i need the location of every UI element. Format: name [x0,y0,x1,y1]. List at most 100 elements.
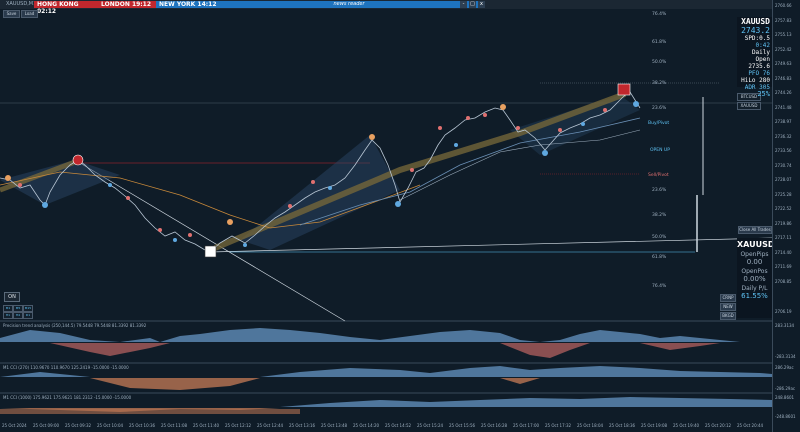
price-tick: 2755.13 [775,32,792,37]
swing-high-dot [227,219,233,225]
swing-high-dot [5,175,11,181]
time-tick: 25 Oct 13:16 [289,423,316,428]
price-tick: 2746.83 [775,76,792,81]
tf-box-m15[interactable]: M15 [23,305,33,312]
info-timer: 0:42 [755,42,770,49]
fib-label-open-up: OPEN UP [650,147,670,153]
tf-box-m5[interactable]: M5 [13,305,23,312]
info-panel: XAUUSD 2743.2 SPD:0.5 0:42 Daily Open 27… [737,17,772,98]
time-tick: 25 Oct 17:32 [545,423,572,428]
info-price: 2743.2 [741,26,770,35]
swing-high-dot [483,113,487,117]
fib-label: 76.4% [652,11,667,17]
fib-label: 38.2% [652,212,667,218]
save-button[interactable]: Save [3,10,20,18]
time-tick: 25 Oct 14:52 [385,423,412,428]
moving-average-blue [299,117,641,226]
main-chart[interactable]: 76.4% 61.8% 50.0% 38.2% 23.6% Buy/Pivot … [0,0,772,421]
swing-high-dot [288,204,292,208]
chart-symbol: XAUUSD,M1 [6,1,37,7]
tf-box-h4[interactable]: H4 [13,312,23,319]
fib-label: 61.8% [652,254,667,260]
fib-label-sell-pivot: Sell/Pivot [648,172,669,178]
price-tick: 2730.74 [775,163,792,168]
crnp-button[interactable]: CRNP [720,294,736,302]
symbol-tag-btcusd[interactable]: BTCUSD [737,93,761,101]
tf-box-m1[interactable]: M1 [3,305,13,312]
indicator-3-axis-bottom: -248.8601 [775,414,796,419]
maximize-button[interactable]: □ [469,1,476,8]
new-button[interactable]: NEW [720,303,736,311]
fib-label: 38.2% [652,80,667,86]
swing-low-dot [542,150,548,156]
fib-label: 61.8% [652,39,667,45]
indicator-2-axis-bottom: -286.29ac [775,386,796,391]
swing-high-dot [466,116,470,120]
price-tick: 2714.40 [775,250,792,255]
bkgd-button[interactable]: BKGD [720,312,736,320]
time-tick: 25 Oct 10:04 [97,423,124,428]
time-tick: 25 Oct 20:44 [737,423,764,428]
swing-high-dot [516,126,520,130]
tf-box-h1[interactable]: H1 [3,312,13,319]
load-button[interactable]: Load [21,10,38,18]
fib-label-buy-pivot: Buy/Pivot [648,120,669,126]
price-tick: 2752.42 [775,47,792,52]
time-axis[interactable]: 25 Oct 2024 25 Oct 09:00 25 Oct 09:32 25… [0,421,772,432]
swing-low-dot [581,122,585,126]
pivot-high-marker[interactable] [72,154,84,166]
swing-high-dot [410,168,414,172]
open-pos-value: 0.00% [743,275,766,283]
indicator-1-axis-bottom: -283.3134 [775,354,796,359]
indicator-3-label: M1 CCI (1000) 175.9621 175.9621 181.2312… [3,395,132,400]
price-tick: 2736.32 [775,134,792,139]
indicator-3-axis-top: 248.8601 [775,395,795,400]
time-tick: 25 Oct 13:48 [321,423,348,428]
tf-box-d1[interactable]: D1 [23,312,33,319]
pivot-high-box[interactable] [617,83,631,96]
news-reader-bar[interactable]: news reader [218,1,480,8]
trendline-down [74,159,346,322]
swing-low-dot [173,238,177,242]
channel-shade-3 [510,95,640,155]
symbol-tag-xauusd[interactable]: XAUUSD [737,102,761,110]
price-tick: 2760.66 [775,3,792,8]
channel-shade-1 [0,160,120,205]
session-london: LONDON 19:12 [98,1,160,8]
swing-low-dot [395,201,401,207]
time-tick: 25 Oct 20:12 [705,423,732,428]
moving-average-grey [399,129,641,201]
swing-high-dot [500,104,506,110]
info-pfo: PFO 76 [748,70,770,77]
session-newyork: NEW YORK 14:12 [156,1,222,8]
swing-high-dot [311,180,315,184]
price-tick: 2757.83 [775,18,792,23]
fib-label: 50.0% [652,59,667,65]
time-tick: 25 Oct 19:08 [641,423,668,428]
fib-label: 23.6% [652,105,667,111]
time-tick: 25 Oct 18:36 [609,423,636,428]
swing-markers [5,101,639,247]
time-tick: 25 Oct 15:56 [449,423,476,428]
time-tick: 25 Oct 09:32 [65,423,92,428]
price-axis[interactable]: 2760.66 2757.83 2755.13 2752.42 2749.63 … [772,0,800,432]
fib-label: 23.6% [652,187,667,193]
time-tick: 25 Oct 16:28 [481,423,508,428]
price-tick: 2741.48 [775,105,792,110]
daily-pl-value: 61.55% [741,292,768,300]
info-adr: ADR 305 [744,84,770,91]
pivot-low-marker[interactable] [204,245,217,258]
indicator-3-histogram [0,397,772,414]
minimize-button[interactable]: - [460,1,467,8]
time-tick: 25 Oct 18:04 [577,423,604,428]
info-hilo: HiLo 280 [741,77,770,84]
time-tick: 25 Oct 12:12 [225,423,252,428]
on-toggle-button[interactable]: ON [4,292,20,302]
time-tick: 25 Oct 10:36 [129,423,156,428]
time-tick: 25 Oct 12:44 [257,423,284,428]
fib-label: 76.4% [652,283,667,289]
trend-band-1 [0,159,76,193]
close-all-trades-button[interactable]: Close All Trades [738,226,772,234]
close-button[interactable]: x [478,1,485,8]
open-pips-label: OpenPips [740,251,769,258]
